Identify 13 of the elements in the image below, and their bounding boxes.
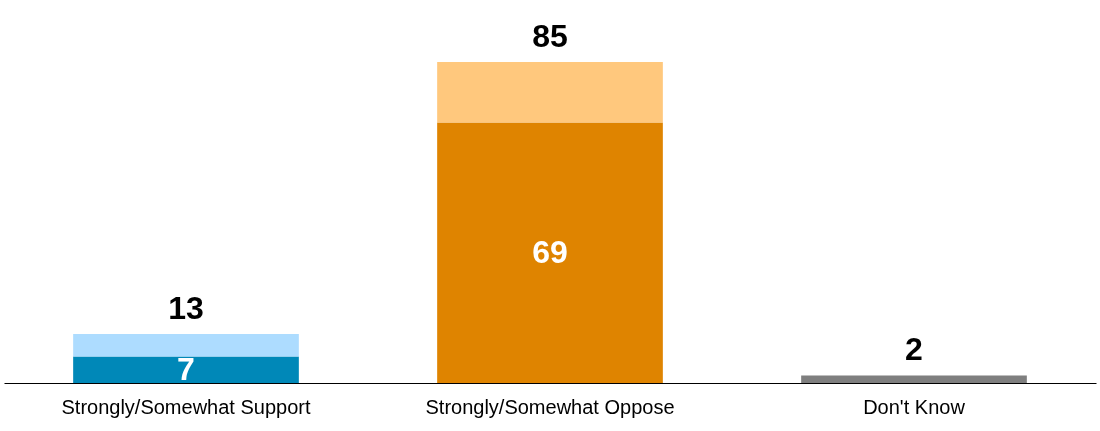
- x-tick-label: Strongly/Somewhat Oppose: [425, 395, 675, 418]
- bar: [437, 62, 663, 123]
- bar: [437, 122, 663, 383]
- total-label: 13: [168, 289, 204, 326]
- total-label: 2: [905, 331, 923, 368]
- data-label: 7: [177, 350, 195, 387]
- x-tick-label: Strongly/Somewhat Support: [61, 395, 311, 418]
- bar: [801, 375, 1027, 383]
- bar: [73, 333, 299, 357]
- data-label: 69: [532, 233, 568, 270]
- bar: [73, 356, 299, 383]
- x-tick-label: Don't Know: [863, 395, 966, 418]
- total-label: 85: [532, 18, 568, 54]
